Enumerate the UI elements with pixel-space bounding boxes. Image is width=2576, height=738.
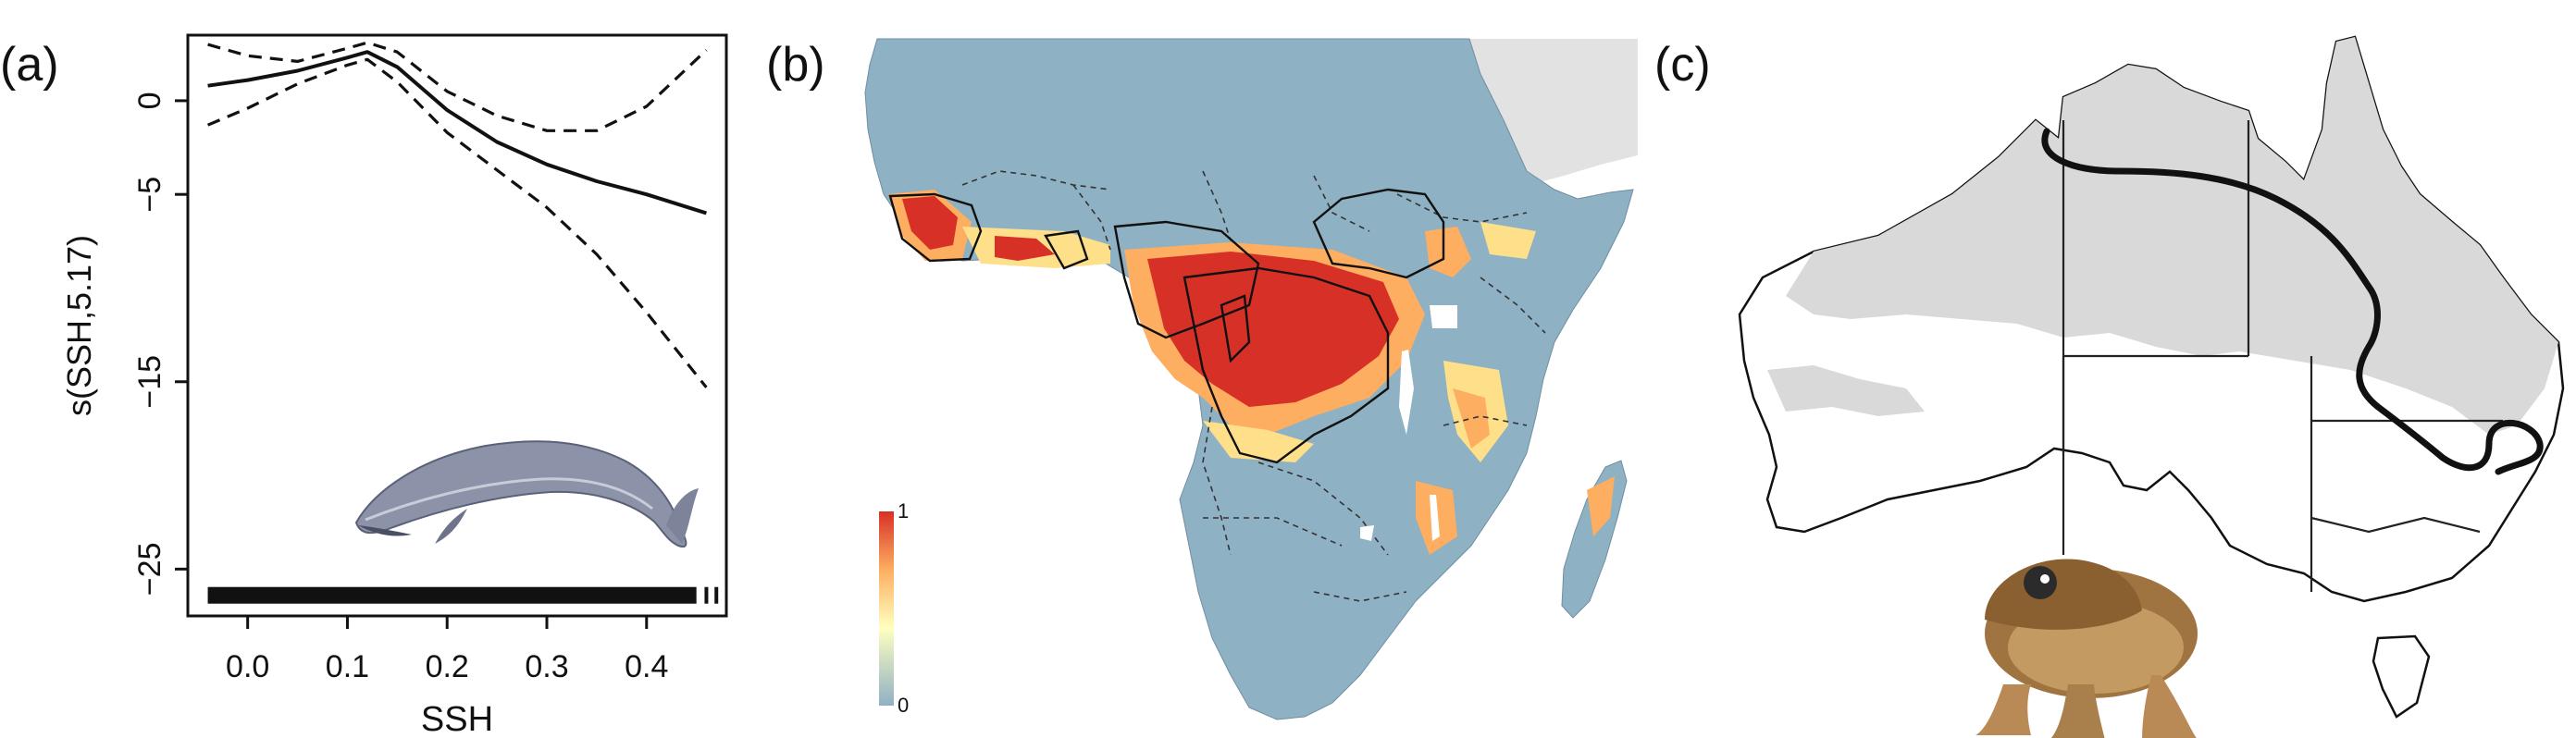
colour-legend-bar [879, 511, 894, 706]
x-axis: 0.0 0.1 0.2 0.3 0.4 [226, 616, 668, 684]
panel-label-c: (c) [1654, 38, 1711, 92]
panel-label-b: (b) [766, 38, 825, 92]
shaded-range [1767, 37, 2558, 435]
y-tick-label: −5 [132, 177, 167, 213]
legend-min-label: 0 [898, 694, 909, 717]
y-tick-label: 0 [132, 92, 167, 109]
y-tick-label: −15 [132, 355, 167, 409]
lakes [1360, 305, 1457, 541]
rug-marks [207, 586, 697, 604]
x-axis-label: SSH [421, 700, 493, 738]
legend-max-label: 1 [898, 499, 909, 523]
y-axis: 0 −5 −15 −25 [132, 92, 188, 596]
rug-plot [207, 586, 719, 604]
tasmania [2372, 634, 2431, 719]
study-area-borders [888, 188, 1445, 464]
australia-map [1738, 35, 2565, 719]
fitted-smooth-line [207, 50, 707, 215]
x-tick-label: 0.0 [226, 649, 269, 684]
plot-frame [186, 33, 728, 618]
x-tick-label: 0.3 [525, 649, 568, 684]
y-axis-label: s(SSH,5.17) [60, 235, 98, 416]
confidence-band-line [206, 57, 708, 388]
country-borders [961, 170, 1546, 602]
y-tick-label: −25 [132, 543, 167, 597]
x-tick-label: 0.2 [426, 649, 469, 684]
x-tick-label: 0.1 [326, 649, 369, 684]
range-front-line [2041, 128, 2544, 475]
whale-icon [354, 440, 699, 548]
panel-label-a: (a) [0, 38, 59, 92]
arabian-peninsula [1469, 39, 1638, 183]
x-tick-label: 0.4 [625, 649, 668, 684]
africa-map [864, 38, 1638, 720]
state-borders [2062, 120, 2503, 592]
cane-toad-icon [1975, 559, 2198, 738]
smooth-lines [206, 41, 708, 388]
